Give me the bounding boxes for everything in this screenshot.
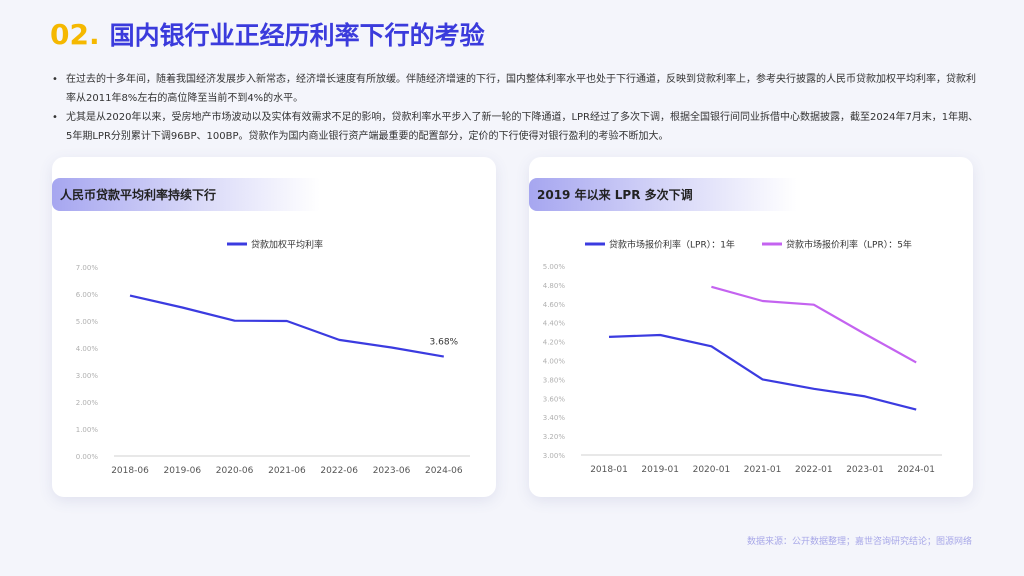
- x-tick-label: 2021-01: [744, 465, 782, 475]
- bullet-item: 在过去的十多年间，随着我国经济发展步入新常态，经济增长速度有所放缓。伴随经济增速…: [52, 70, 982, 108]
- legend-label: 贷款市场报价利率（LPR）：5年: [786, 239, 912, 251]
- chart-title: 2019 年以来 LPR 多次下调: [529, 178, 797, 211]
- series-line: [608, 333, 917, 411]
- x-tick-label: 2018-01: [590, 465, 628, 475]
- x-tick-label: 2020-01: [693, 465, 731, 475]
- loan-rate-chart: 0.00% 1.00% 2.00% 3.00% 4.00% 5.00% 6.00% 7.00%…: [76, 239, 470, 476]
- x-tick-label: 2022-01: [795, 465, 833, 475]
- x-tick-label: 2019-01: [641, 465, 679, 475]
- y-tick-label: 3.00%: [76, 372, 99, 380]
- x-tick-label: 2024-01: [897, 465, 935, 475]
- page-title: 02. 国内银行业正经历利率下行的考验: [50, 16, 485, 52]
- x-tick-label: 2018-06: [111, 466, 149, 476]
- data-source-note: 数据来源：公开数据整理；嘉世咨询研究结论；图源网络: [746, 537, 972, 547]
- y-tick-label: 1.00%: [76, 426, 99, 434]
- lpr-chart: 3.00% 3.20% 3.40% 3.60% 3.80% 4.00% 4.20% 4.40%…: [543, 239, 942, 475]
- chart-card-loan-rate: 人民币贷款平均利率持续下行 0.00% 1.00% 2.00% 3.00% 4.00% 5…: [52, 157, 496, 497]
- bullet-list: 在过去的十多年间，随着我国经济发展步入新常态，经济增长速度有所放缓。伴随经济增速…: [52, 70, 982, 146]
- legend-label: 贷款市场报价利率（LPR）：1年: [609, 239, 735, 251]
- y-tick-label: 3.40%: [543, 414, 566, 422]
- y-tick-label: 2.00%: [76, 399, 99, 407]
- series-line: [711, 285, 917, 364]
- chart-card-lpr: 2019 年以来 LPR 多次下调 3.00% 3.20% 3.40% 3.60% 3.…: [529, 157, 973, 497]
- y-tick-label: 4.20%: [543, 339, 566, 347]
- x-tick-label: 2020-06: [216, 466, 254, 476]
- series-line: [129, 294, 444, 358]
- y-tick-label: 4.60%: [543, 301, 566, 309]
- y-tick-label: 4.00%: [543, 358, 566, 366]
- y-tick-label: 4.00%: [76, 345, 99, 353]
- section-title: 国内银行业正经历利率下行的考验: [109, 21, 485, 50]
- chart-title: 人民币贷款平均利率持续下行: [52, 178, 320, 211]
- x-tick-label: 2023-06: [373, 466, 411, 476]
- y-tick-label: 5.00%: [76, 318, 99, 326]
- x-tick-label: 2022-06: [320, 466, 358, 476]
- y-tick-label: 3.20%: [543, 433, 566, 441]
- x-tick-label: 2021-06: [268, 466, 306, 476]
- y-tick-label: 4.40%: [543, 320, 566, 328]
- y-tick-label: 6.00%: [76, 291, 99, 299]
- data-label: 3.68%: [430, 338, 459, 348]
- legend-label: 贷款加权平均利率: [251, 239, 323, 251]
- y-tick-label: 5.00%: [543, 263, 566, 271]
- y-tick-label: 4.80%: [543, 282, 566, 290]
- section-number: 02.: [50, 18, 100, 51]
- y-tick-label: 0.00%: [76, 453, 99, 461]
- x-tick-label: 2019-06: [163, 466, 201, 476]
- y-tick-label: 3.80%: [543, 376, 566, 384]
- y-tick-label: 7.00%: [76, 264, 99, 272]
- bullet-item: 尤其是从2020年以来，受房地产市场波动以及实体有效需求不足的影响，贷款利率水平…: [52, 108, 982, 146]
- x-tick-label: 2024-06: [425, 466, 463, 476]
- x-tick-label: 2023-01: [846, 465, 884, 475]
- y-tick-label: 3.60%: [543, 395, 566, 403]
- y-tick-label: 3.00%: [543, 452, 566, 460]
